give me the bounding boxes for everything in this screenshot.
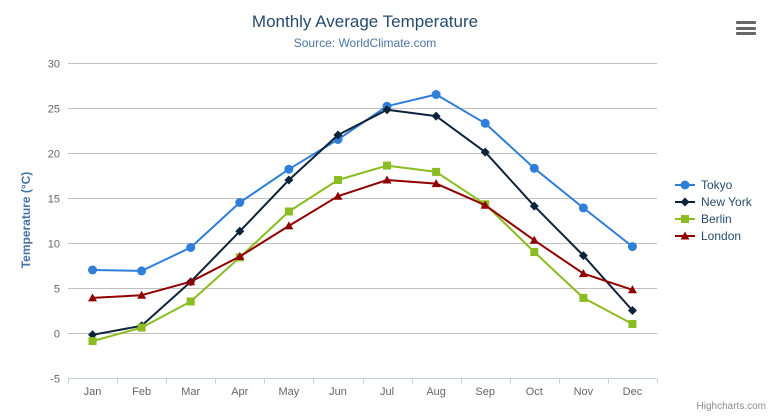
export-menu-button hamburger-icon[interactable] [736,21,756,38]
y-tick-label: 25 [48,104,60,116]
legend-label: Tokyo [701,177,733,192]
legend: Tokyo New York Berlin London [674,176,752,244]
y-axis-labels: -5 0 5 10 15 20 25 30 [48,59,60,386]
legend-item-tokyo[interactable]: Tokyo [674,176,752,193]
hamburger-bar [736,21,756,24]
chart-subtitle: Source: WorldClimate.com [293,36,437,50]
y-tick-label: 0 [54,329,60,341]
chart-title: Monthly Average Temperature [251,12,479,31]
legend-item-berlin[interactable]: Berlin [674,210,752,227]
x-tick-label: Sep [475,386,495,398]
series-new-york [88,105,637,340]
y-tick-label: 15 [48,194,60,206]
x-axis-labels: Jan Feb Mar Apr May Jun Jul Aug Sep Oct Nov Dec [84,386,643,398]
legend-label: Berlin [701,211,732,226]
y-axis-title: Temperature (°C) [19,172,33,269]
circle-legend-marker-icon [675,180,695,189]
y-tick-label: 20 [48,149,60,161]
x-tick-label: May [278,386,299,398]
x-tick-label: Oct [526,386,543,398]
y-tick-label: 10 [48,239,60,251]
legend-label: London [701,228,742,243]
x-tick-label: Apr [231,386,248,398]
x-axis-line [68,378,658,384]
x-tick-label: Jan [84,386,102,398]
y-tick-label: 30 [48,59,60,71]
x-tick-label: Dec [623,386,643,398]
series-london [88,175,637,302]
hamburger-bar [736,26,756,30]
data-series [88,90,637,346]
hamburger-bar [736,32,756,35]
legend-item-london[interactable]: London [674,227,752,244]
legend-item-new-york[interactable]: New York [674,193,752,210]
gridlines [68,63,657,379]
legend-label: New York [701,194,752,209]
triangle-legend-marker-icon [675,231,695,239]
credits-link[interactable]: Highcharts.com [696,401,766,412]
x-tick-label: Aug [426,386,446,398]
y-tick-label: -5 [50,374,60,386]
square-legend-marker-icon [675,214,695,223]
x-tick-label: Jul [380,386,394,398]
x-tick-label: Nov [574,386,594,398]
x-tick-label: Jun [329,386,347,398]
x-tick-label: Mar [181,386,200,398]
y-tick-label: 5 [54,284,60,296]
series-tokyo [88,90,637,276]
x-tick-label: Feb [132,386,151,398]
diamond-legend-marker-icon [675,197,695,206]
